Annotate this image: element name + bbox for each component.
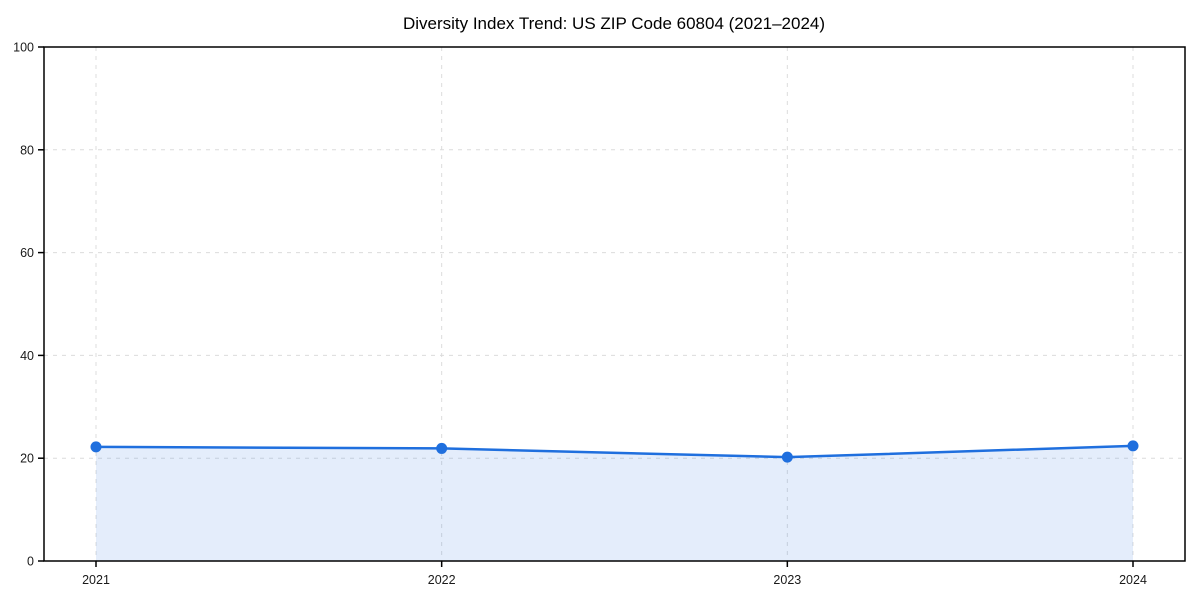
trend-line: [94, 444, 1135, 459]
data-point-2023: [781, 451, 793, 463]
data-point-2024: [1127, 440, 1139, 452]
x-tick-label: 2022: [428, 573, 456, 587]
y-tick-label: 40: [20, 349, 34, 363]
y-tick-label: 60: [20, 246, 34, 260]
data-point-2021: [90, 441, 102, 453]
y-tick-label: 100: [13, 41, 34, 55]
x-tick-label: 2023: [773, 573, 801, 587]
y-tick-label: 80: [20, 143, 34, 157]
area-fill: [96, 445, 1133, 561]
chart-title: Diversity Index Trend: US ZIP Code 60804…: [403, 14, 825, 33]
plot-border: [43, 46, 1186, 562]
y-tick-label: 20: [20, 452, 34, 466]
x-tick-label: 2021: [82, 573, 110, 587]
x-tick-label: 2024: [1119, 573, 1147, 587]
data-point-2022: [436, 442, 448, 454]
y-tick-label: 0: [27, 555, 34, 569]
plot-area: 0 20 40 60 80 100 2021 2022 2023 2024: [13, 41, 1186, 587]
